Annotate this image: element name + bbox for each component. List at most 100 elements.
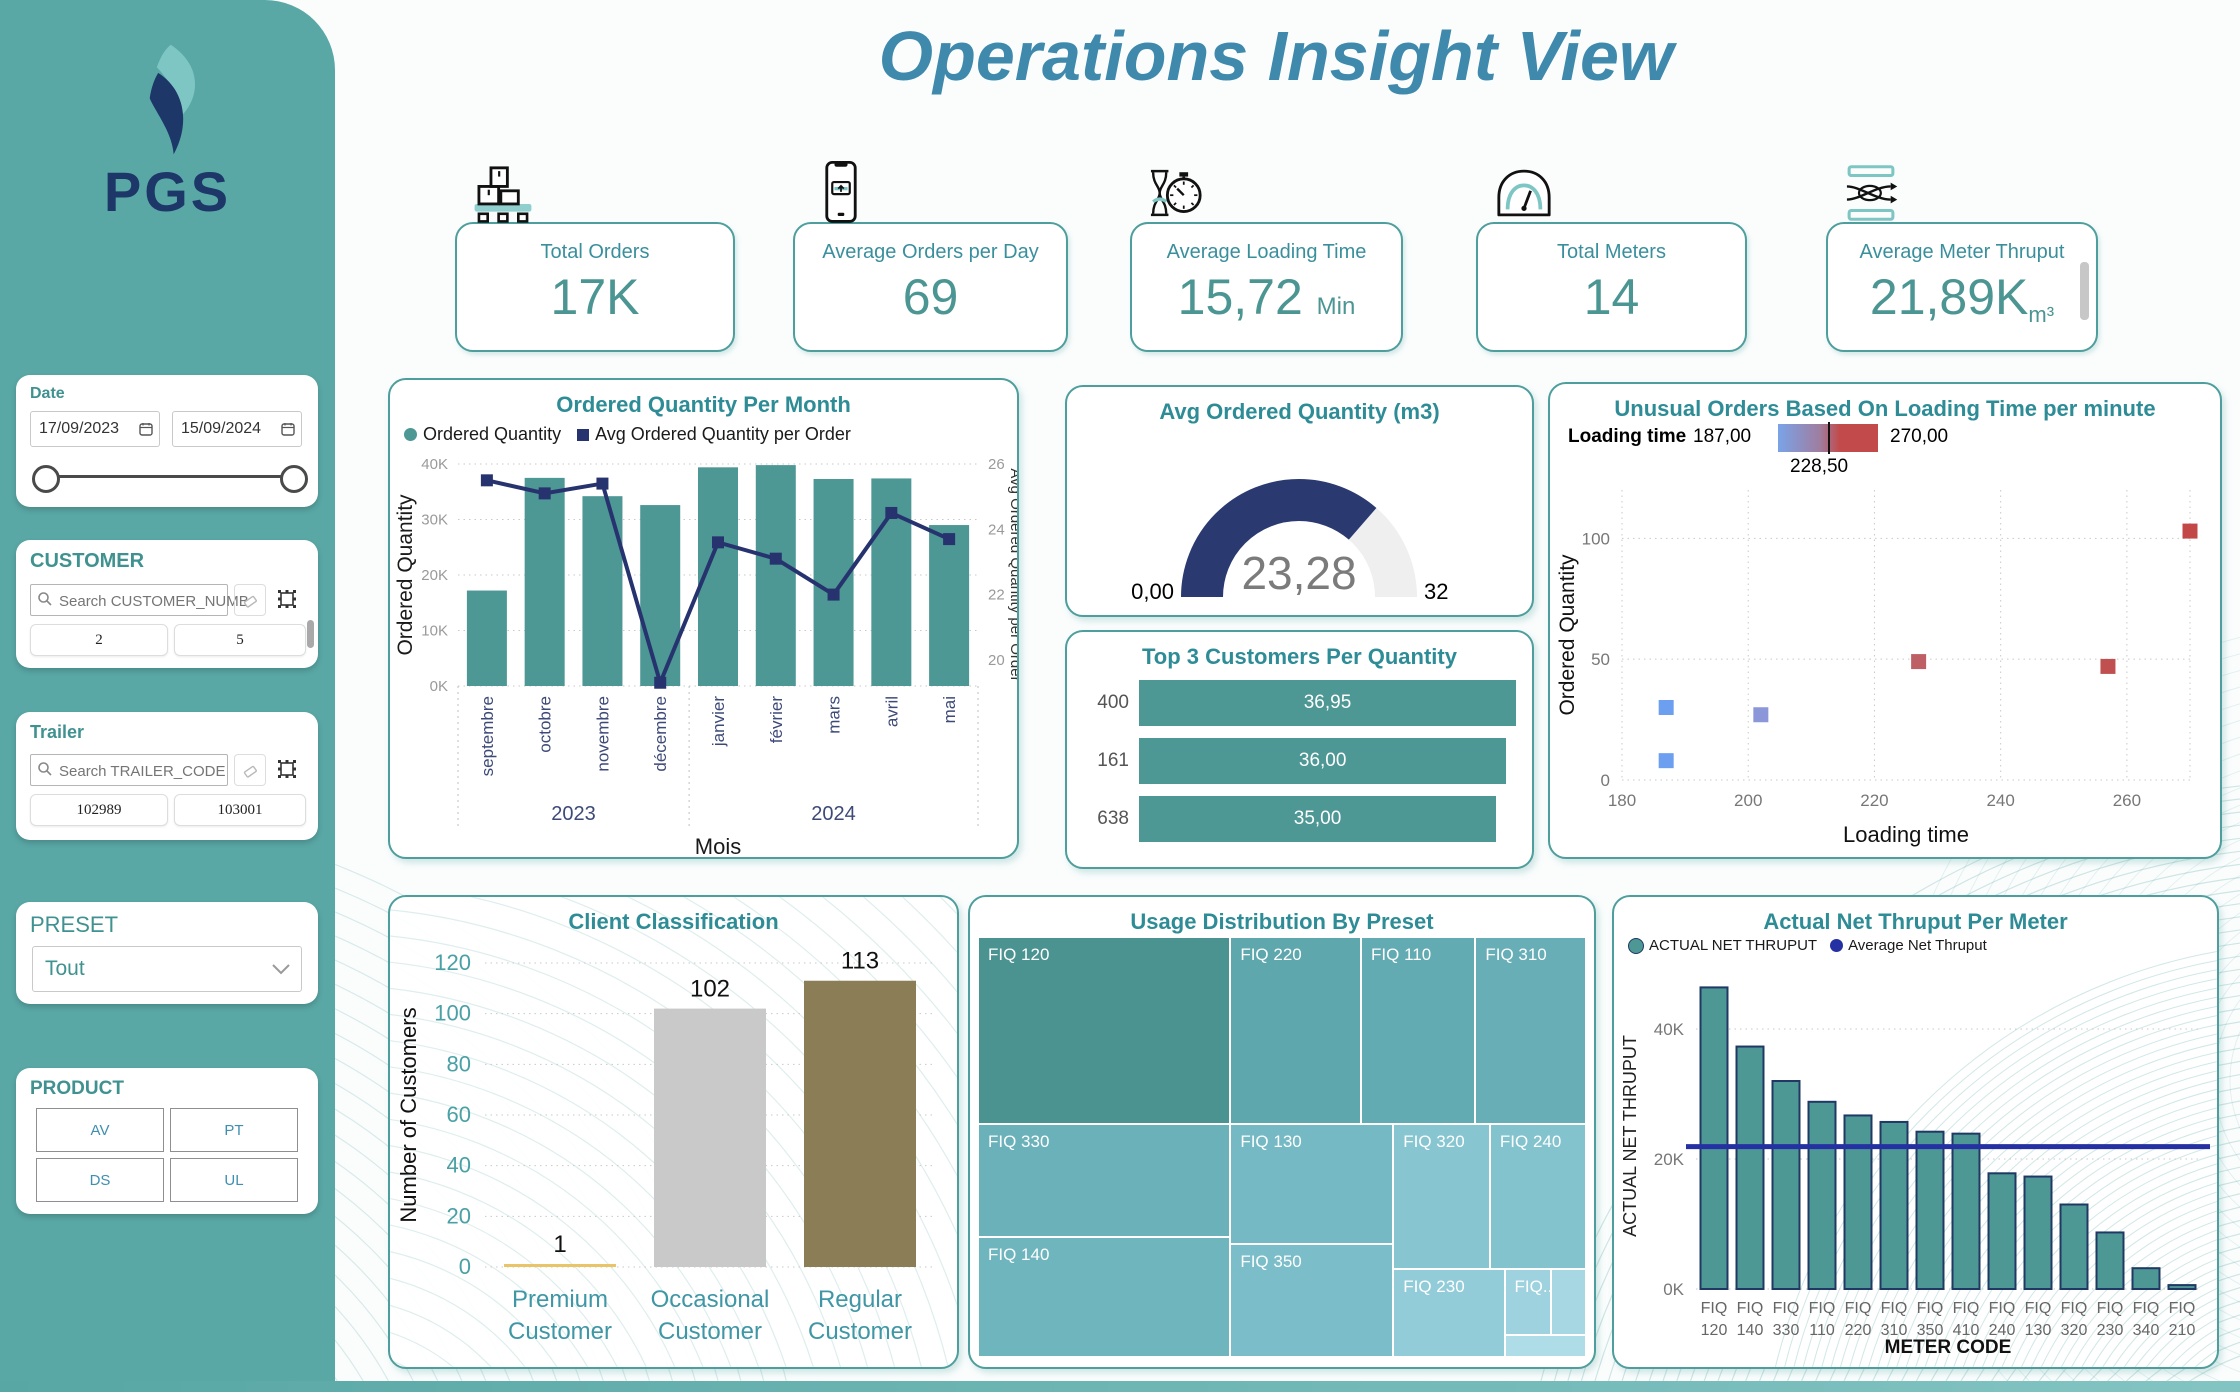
treemap-tile-fiq-240[interactable]: FIQ 240 <box>1489 1123 1586 1269</box>
svg-text:décembre: décembre <box>651 696 670 772</box>
svg-text:22: 22 <box>988 587 1005 604</box>
svg-text:FIQ: FIQ <box>2061 1300 2088 1317</box>
net-thruput-canvas[interactable]: 0K 20K 40K FIQ 120 FIQ 140 FIQ 330 FIQ 110 FIQ 220 FI… <box>1614 959 2217 1366</box>
svg-text:220: 220 <box>1845 1322 1872 1339</box>
svg-text:100: 100 <box>1582 529 1610 548</box>
preset-filter-title: PRESET <box>30 912 119 937</box>
product-button-av[interactable]: AV <box>36 1108 164 1152</box>
svg-text:40: 40 <box>447 1153 471 1178</box>
top3-bars[interactable]: 400 36,95 161 36,00 638 35,00 <box>1083 680 1516 842</box>
trailer-value-chip[interactable]: 102989 <box>30 794 168 826</box>
trailer-value-chip[interactable]: 103001 <box>174 794 306 826</box>
date-slider-handle-start[interactable] <box>32 465 60 493</box>
trailer-search-input[interactable] <box>31 755 257 787</box>
svg-text:Regular: Regular <box>818 1286 902 1313</box>
legend-max: 270,00 <box>1890 426 1949 447</box>
treemap-tile-fiq-310[interactable]: FIQ 310 <box>1475 937 1586 1124</box>
customer-search-input[interactable] <box>31 585 257 617</box>
top3-row[interactable]: 400 36,95 <box>1083 680 1516 726</box>
stopwatch-icon <box>1150 169 1202 217</box>
calendar-icon <box>139 423 153 436</box>
customer-value-chip[interactable]: 5 <box>174 624 306 656</box>
treemap-tile-fiq-[interactable]: FIQ... <box>1504 1268 1551 1336</box>
svg-text:23,28: 23,28 <box>1241 547 1356 599</box>
svg-text:2023: 2023 <box>551 803 596 825</box>
kpi-total-meters: Total Meters 14 <box>1476 222 1747 352</box>
svg-text:50: 50 <box>1591 650 1610 669</box>
treemap-tile-fiq-120[interactable]: FIQ 120 <box>978 937 1231 1124</box>
svg-text:130: 130 <box>2025 1322 2052 1339</box>
customer-search[interactable] <box>30 584 257 617</box>
treemap-canvas[interactable]: FIQ 120 FIQ 220 FIQ 110 FIQ 310 FIQ 330 FIQ 1… <box>978 937 1586 1357</box>
svg-text:260: 260 <box>2113 791 2141 810</box>
combo-chart-canvas[interactable]: 0K 10K 20K 30K 40K 20 22 24 26 septembre octobre no… <box>390 452 1017 857</box>
product-button-pt[interactable]: PT <box>170 1108 298 1152</box>
preset-dropdown[interactable]: Tout <box>32 946 302 992</box>
date-start-input[interactable]: 17/09/2023 <box>30 411 160 447</box>
svg-text:octobre: octobre <box>536 696 555 753</box>
svg-text:Mois: Mois <box>695 834 741 856</box>
treemap-tile-fiq-130[interactable]: FIQ 130 <box>1230 1123 1394 1244</box>
kpi-label: Average Meter Thruput <box>1859 241 2065 263</box>
treemap-tile-fiq-140[interactable]: FIQ 140 <box>978 1237 1231 1357</box>
scatter-canvas[interactable]: 0 50 100 180 200 220 240 260 Loading time Ordered… <box>1550 482 2220 857</box>
treemap-tile-fiq-110[interactable]: FIQ 110 <box>1361 937 1476 1124</box>
grid-options-icon[interactable] <box>272 754 302 784</box>
scatter-legend: Loading time 187,00 270,00 228,50 <box>1568 422 2008 480</box>
date-end-input[interactable]: 15/09/2024 <box>172 411 302 447</box>
svg-text:120: 120 <box>434 950 471 975</box>
kpi-average-orders-per-day: Average Orders per Day 69 <box>793 222 1068 352</box>
ordered-quantity-per-month-card: Ordered Quantity Per Month Ordered Quant… <box>388 378 1019 859</box>
product-button-ds[interactable]: DS <box>36 1158 164 1202</box>
treemap-tile[interactable] <box>1550 1268 1586 1336</box>
svg-text:330: 330 <box>1773 1322 1800 1339</box>
treemap-tile-fiq-320[interactable]: FIQ 320 <box>1393 1123 1490 1269</box>
trailer-filter-card: Trailer 102989 103001 <box>16 712 318 840</box>
kpi-total-orders: Total Orders 17K <box>455 222 735 352</box>
customer-value-chip[interactable]: 2 <box>30 624 168 656</box>
eraser-icon[interactable] <box>234 754 266 786</box>
svg-text:240: 240 <box>1989 1322 2016 1339</box>
kpi-unit: Min <box>1316 293 1356 320</box>
legend-label: Loading time <box>1568 426 1687 447</box>
svg-text:60: 60 <box>447 1102 471 1127</box>
date-slider-track[interactable] <box>44 475 294 478</box>
grid-options-icon[interactable] <box>272 584 302 614</box>
gauge-icon <box>1497 169 1551 217</box>
svg-text:220: 220 <box>1860 791 1888 810</box>
svg-text:100: 100 <box>434 1001 471 1026</box>
svg-text:320: 320 <box>2061 1322 2088 1339</box>
svg-text:FIQ: FIQ <box>1773 1300 1800 1317</box>
product-button-ul[interactable]: UL <box>170 1158 298 1202</box>
date-slider-handle-end[interactable] <box>280 465 308 493</box>
eraser-icon[interactable] <box>234 584 266 616</box>
svg-text:mars: mars <box>825 696 844 734</box>
svg-text:Loading time: Loading time <box>1843 822 1969 847</box>
treemap-tile-fiq-330[interactable]: FIQ 330 <box>978 1123 1231 1238</box>
avg-ordered-quantity-gauge-card: Avg Ordered Quantity (m3) 23,28 0,00 32 <box>1065 385 1534 617</box>
calendar-icon <box>281 423 295 436</box>
trailer-search[interactable] <box>30 754 257 787</box>
kpi-value: 15,72 Min <box>1177 269 1356 325</box>
treemap-tile-fiq-230[interactable]: FIQ 230 <box>1393 1268 1505 1357</box>
gauge-canvas[interactable]: 23,28 0,00 32 <box>1067 431 1532 612</box>
svg-text:102: 102 <box>690 976 730 1003</box>
svg-text:26: 26 <box>988 456 1005 473</box>
svg-text:FIQ: FIQ <box>1701 1300 1728 1317</box>
treemap-tile-fiq-350[interactable]: FIQ 350 <box>1230 1243 1394 1357</box>
client-classification-canvas[interactable]: 0 20 40 60 80 100 120 1 102 113 Premium Customer Occ… <box>390 927 957 1367</box>
search-icon <box>38 762 52 776</box>
sidebar: PGS Date 17/09/2023 15/09/2024 CUSTOMER <box>0 0 335 1392</box>
legend-label: ACTUAL NET THRUPUT <box>1649 937 1818 954</box>
svg-text:32: 32 <box>1424 579 1448 604</box>
customer-scrollbar[interactable] <box>307 620 314 648</box>
treemap-tile[interactable] <box>1504 1335 1586 1357</box>
top3-row[interactable]: 638 35,00 <box>1083 796 1516 842</box>
svg-text:1: 1 <box>553 1231 566 1258</box>
kpi-label: Average Orders per Day <box>822 241 1039 263</box>
treemap-tile-fiq-220[interactable]: FIQ 220 <box>1230 937 1362 1124</box>
svg-text:FIQ: FIQ <box>1881 1300 1908 1317</box>
top3-row[interactable]: 161 36,00 <box>1083 738 1516 784</box>
legend-min: 187,00 <box>1693 426 1752 447</box>
kpi-scrollbar[interactable] <box>2080 262 2089 320</box>
